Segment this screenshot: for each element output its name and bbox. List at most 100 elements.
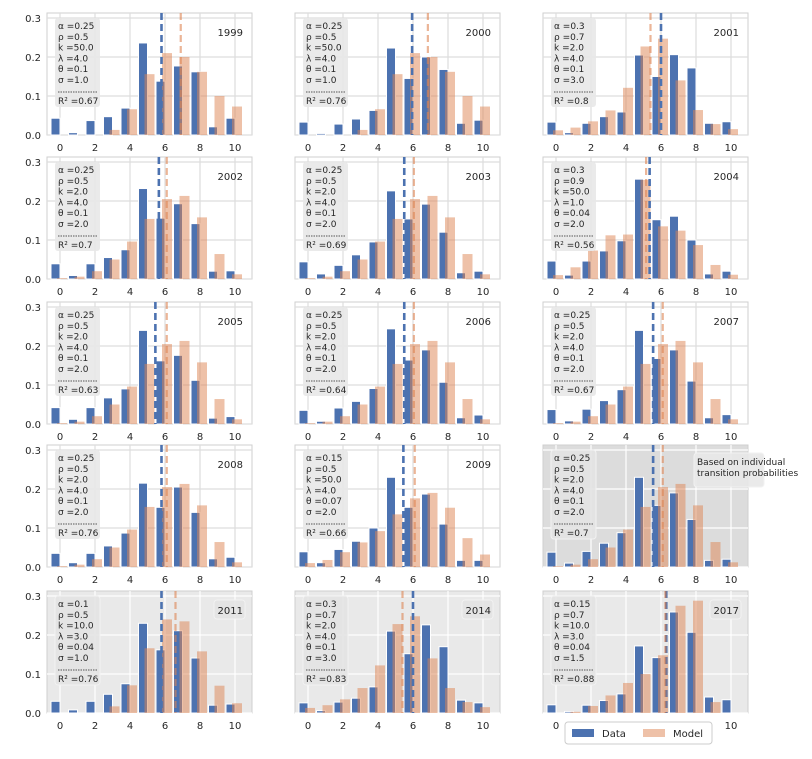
- parameter-label: k =2.0: [58, 188, 88, 198]
- panel-title: 2007: [714, 317, 739, 328]
- model-bar: [74, 276, 85, 279]
- model-bar: [392, 74, 403, 135]
- model-bar: [357, 688, 368, 713]
- parameter-label: σ =2.0: [58, 508, 89, 518]
- model-bar: [710, 124, 721, 135]
- parameter-label: σ =3.0: [554, 76, 585, 86]
- y-tick-label: 0.1: [25, 524, 41, 535]
- panel-title: 2014: [466, 606, 491, 617]
- model-bar: [427, 492, 438, 567]
- parameter-box: α =0.3ρ =0.9k =50.0λ =1.0θ =0.04σ =2.0 R²…: [551, 162, 596, 251]
- parameter-label: k =2.0: [554, 44, 584, 54]
- x-tick-label: 10: [477, 575, 490, 586]
- data-bar: [686, 67, 697, 136]
- model-bar: [162, 619, 172, 713]
- data-bar: [546, 704, 557, 714]
- parameter-box: α =0.25ρ =0.5k =2.0λ =4.0θ =0.1σ =2.0 R² …: [551, 307, 596, 396]
- model-bar: [197, 217, 207, 279]
- model-bar: [162, 53, 172, 135]
- x-tick-label: 6: [658, 575, 664, 586]
- parameter-label: λ =3.0: [554, 632, 584, 642]
- parameter-label: k =50.0: [306, 476, 342, 486]
- model-bar: [214, 399, 225, 424]
- parameter-label: ρ =0.7: [554, 611, 584, 621]
- model-bar: [445, 71, 455, 135]
- model-bar: [445, 217, 455, 279]
- model-bar: [197, 71, 207, 135]
- parameter-label: ρ =0.5: [58, 322, 88, 332]
- model-bar: [640, 363, 651, 424]
- parameter-label: k =50.0: [58, 44, 94, 54]
- r-squared-label: R² =0.69: [306, 241, 347, 251]
- y-tick-label: 0.0: [25, 131, 41, 142]
- parameter-box-bg: [551, 18, 596, 107]
- model-bar: [357, 542, 368, 567]
- model-bar: [675, 483, 686, 567]
- model-bar: [605, 404, 616, 424]
- parameter-box: α =0.25ρ =0.5k =2.0λ =4.0θ =0.1σ =2.0 R² …: [55, 162, 100, 251]
- x-tick-label: 8: [197, 721, 203, 732]
- parameter-label: α =0.3: [306, 600, 337, 610]
- y-tick-label: 0.2: [25, 197, 41, 208]
- model-bar: [197, 362, 207, 424]
- parameter-label: θ =0.1: [306, 209, 336, 219]
- parameter-label: λ =4.0: [58, 54, 88, 64]
- parameter-box: α =0.3ρ =0.7k =2.0λ =4.0θ =0.1σ =3.0 R² =…: [302, 595, 349, 686]
- model-bar: [375, 241, 385, 279]
- parameter-label: λ =3.0: [58, 632, 88, 642]
- x-tick-label: 4: [375, 143, 381, 154]
- model-bar: [728, 419, 738, 424]
- annotation-line: Based on individual: [697, 458, 785, 468]
- model-bar: [322, 421, 333, 424]
- y-tick-label: 0.0: [25, 420, 41, 431]
- panel-title: 2008: [218, 460, 243, 471]
- parameter-label: α =0.3: [554, 22, 585, 32]
- model-bar: [357, 404, 368, 424]
- x-tick-label: 10: [725, 143, 738, 154]
- model-bar: [480, 106, 490, 135]
- parameter-label: k =50.0: [306, 44, 342, 54]
- x-tick-label: 4: [375, 721, 381, 732]
- model-bar: [179, 340, 190, 424]
- x-tick-label: 8: [445, 143, 451, 154]
- model-bar: [127, 529, 137, 567]
- panel-title: 2002: [218, 172, 243, 183]
- parameter-box: α =0.25ρ =0.5k =2.0λ =4.0θ =0.1σ =2.0 R² …: [550, 449, 597, 540]
- x-tick-label: 2: [340, 721, 346, 732]
- x-tick-label: 8: [445, 287, 451, 298]
- legend-swatch-model: [643, 729, 665, 737]
- subplot-panel: 0 2 4 6 8 10 α =0.25ρ =0.5k =2.0λ =4.0θ =0.1σ …: [542, 301, 749, 443]
- model-bar: [214, 96, 225, 135]
- data-bar: [298, 121, 309, 136]
- subplot-panel: 0 2 4 6 8 10 α =0.3ρ =0.7k =2.0λ =4.0θ =0.1σ =…: [542, 12, 749, 154]
- model-bar: [427, 57, 438, 135]
- x-tick-label: 8: [693, 575, 699, 586]
- legend-label-data: Data: [602, 729, 626, 740]
- parameter-box-bg: [551, 307, 596, 396]
- y-tick-label: 0.0: [25, 709, 41, 720]
- model-bar: [179, 57, 190, 135]
- data-bar: [546, 409, 557, 425]
- x-tick-label: 8: [693, 143, 699, 154]
- parameter-label: ρ =0.9: [554, 177, 585, 187]
- panel-annotation: Based on individual transition probabilit…: [697, 458, 798, 479]
- y-tick-label: 0.3: [25, 446, 41, 457]
- model-bar: [658, 226, 668, 279]
- parameter-box: α =0.25ρ =0.5k =2.0λ =4.0θ =0.1σ =2.0 R² …: [55, 450, 100, 539]
- x-tick-label: 10: [229, 287, 242, 298]
- parameter-label: k =2.0: [554, 333, 584, 343]
- parameter-label: θ =0.1: [554, 497, 584, 507]
- parameter-label: ρ =0.7: [306, 611, 336, 621]
- data-bar: [298, 261, 309, 280]
- y-tick-label: 0.3: [25, 592, 41, 603]
- parameter-box-bg: [303, 307, 348, 396]
- model-bar: [375, 531, 385, 567]
- parameter-box-bg: [54, 595, 101, 686]
- data-bar: [316, 273, 326, 280]
- x-tick-label: 0: [305, 143, 311, 154]
- model-bar: [340, 271, 350, 279]
- x-tick-label: 4: [623, 287, 629, 298]
- data-bar: [721, 121, 732, 136]
